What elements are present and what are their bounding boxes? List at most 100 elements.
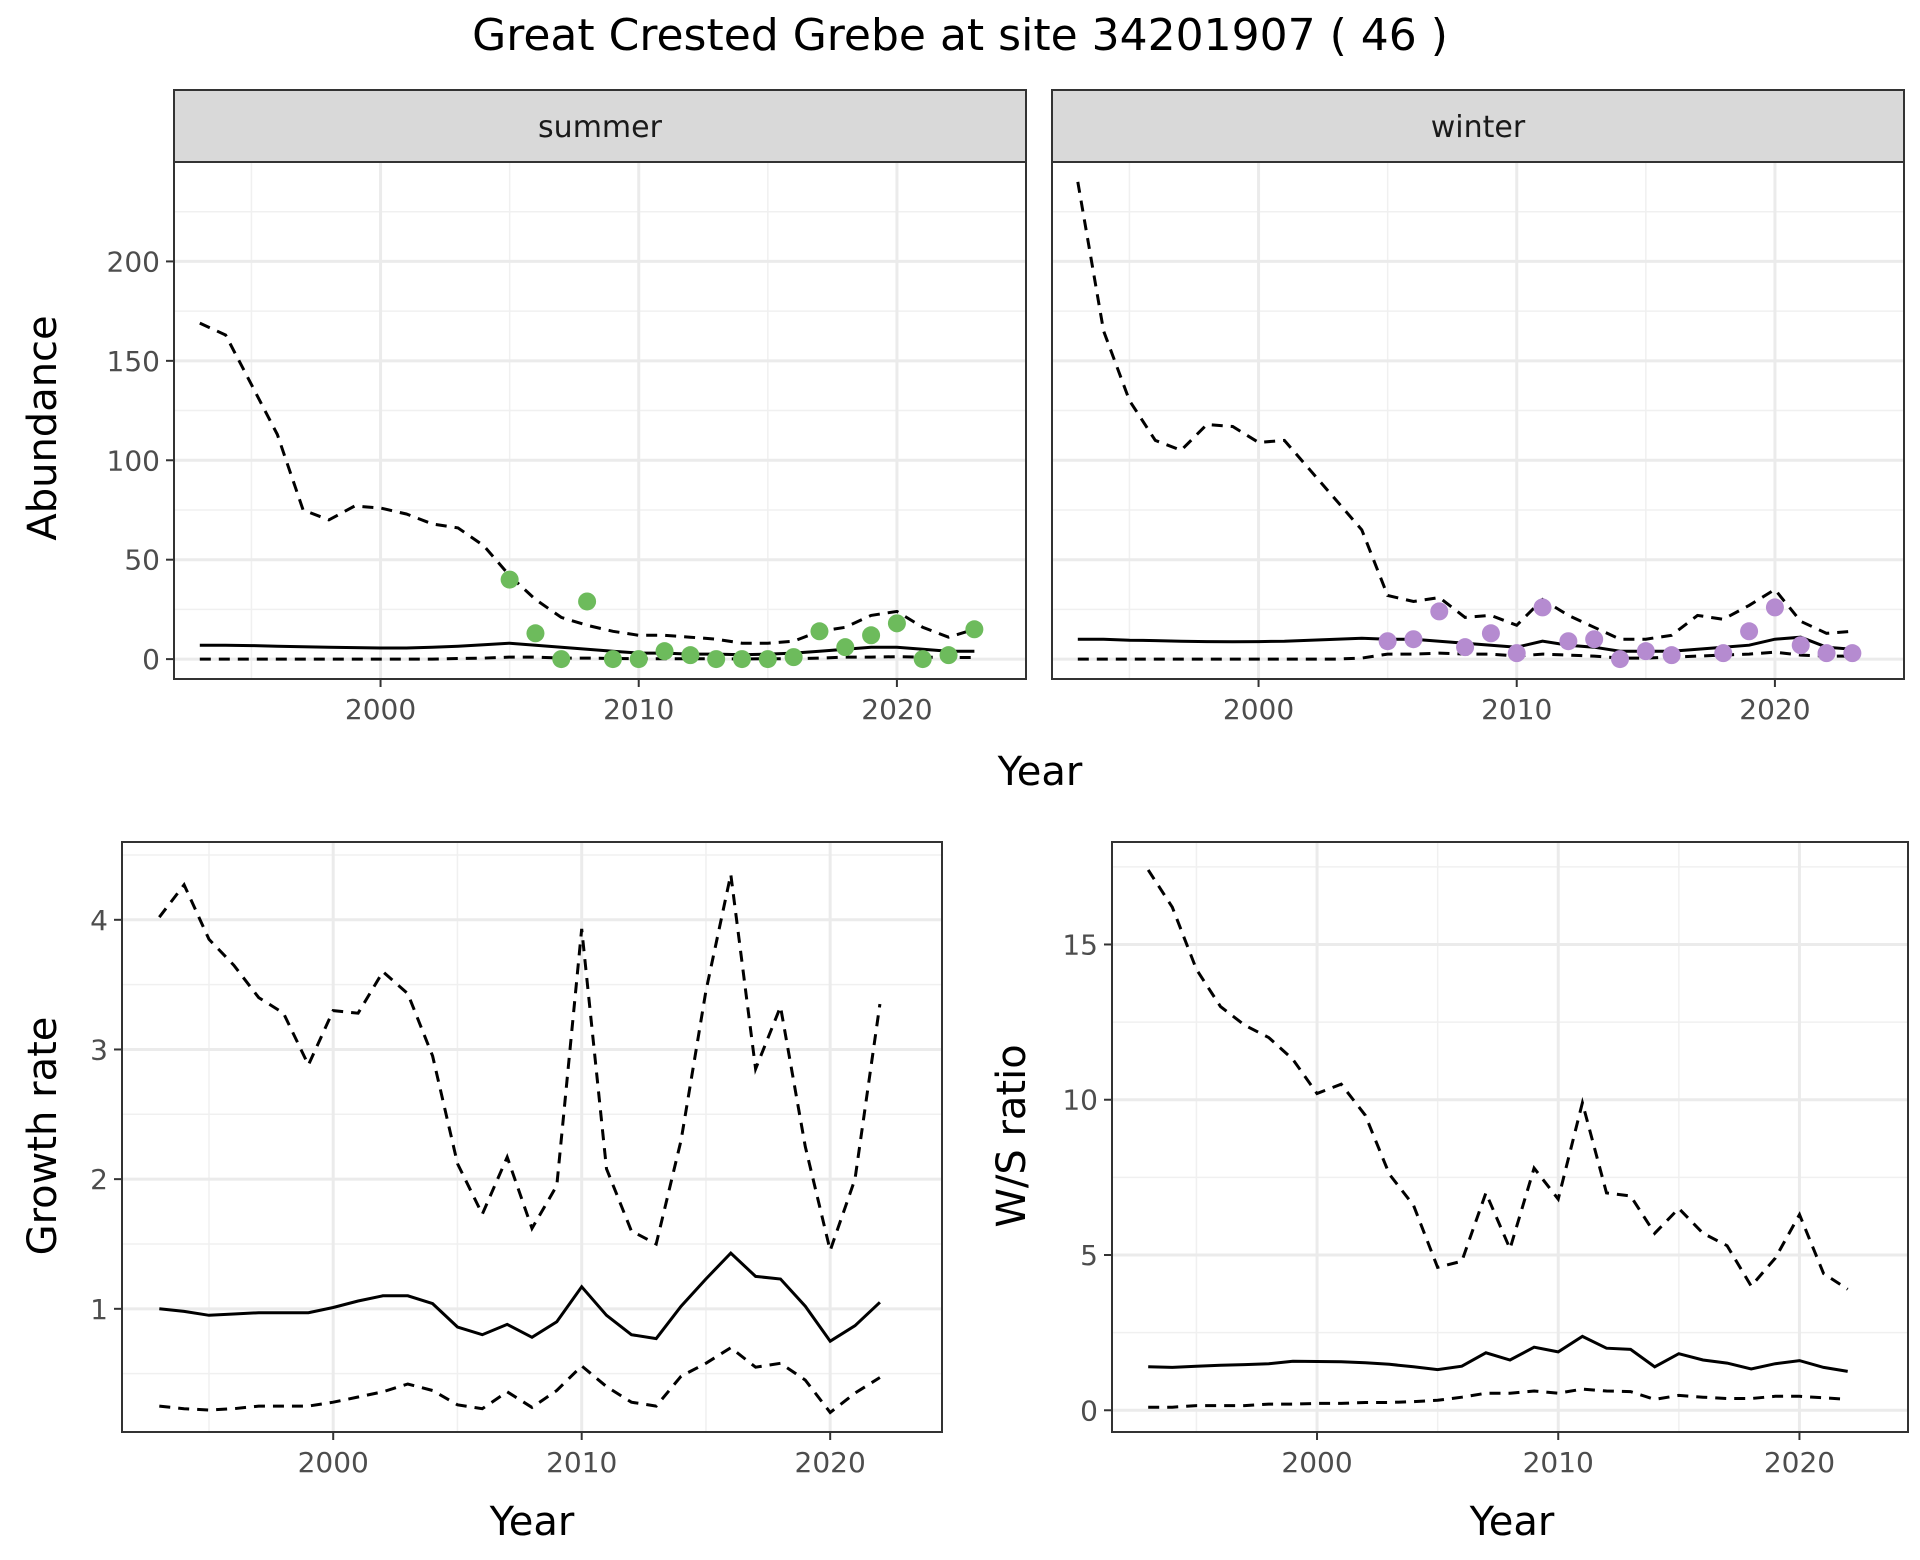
summer-observation-point [836, 638, 855, 657]
ws-plot-area: 2000 2010 2020 0 5 10 15 [1062, 841, 1909, 1479]
winter-observation-point [1636, 642, 1655, 661]
winter-observation-point [1378, 632, 1397, 651]
winter-observation-point [1765, 598, 1784, 617]
winter-panel-border [1051, 161, 1905, 680]
growth-y-tick-label: 1 [90, 1293, 108, 1326]
winter-observation-point [1611, 650, 1629, 669]
growth-plot-area: 2000 2010 2020 1 2 3 4 [90, 841, 943, 1479]
growth-panel-background [122, 842, 942, 1432]
summer-y-tick-label: 100 [107, 444, 160, 477]
growth-mean-line [159, 1250, 881, 1344]
growth-x-tick-label: 2010 [546, 1446, 617, 1479]
winter-observation-point [1507, 644, 1526, 663]
ws-x-tick-label: 2000 [1281, 1446, 1352, 1479]
ws-ratio-chart: 2000 2010 2020 0 5 10 15 Year W/S ratio [989, 841, 1909, 1545]
ws-y-tick-label: 5 [1080, 1239, 1098, 1272]
ws-y-tick-label: 10 [1062, 1084, 1098, 1117]
summer-y-tick-label: 50 [124, 544, 160, 577]
growth-rate-chart: 2000 2010 2020 1 2 3 4 Year Growth rate [20, 841, 943, 1545]
summer-x-tick-label: 2020 [861, 693, 932, 726]
summer-y-tick-label: 150 [107, 345, 160, 378]
growth-y-axis-title: Growth rate [20, 1017, 66, 1256]
ws-panel-background [1112, 842, 1908, 1432]
winter-strip [1051, 89, 1905, 163]
ws-y-axis-title: W/S ratio [989, 1044, 1035, 1227]
summer-strip-label: summer [538, 110, 663, 145]
winter-observation-point [1456, 638, 1475, 657]
summer-observation-point [887, 614, 906, 633]
summer-observation-point [500, 570, 519, 589]
winter-x-tick-label: 2010 [1481, 693, 1552, 726]
summer-observation-point [913, 650, 932, 669]
winter-observation-point [1817, 644, 1836, 663]
winter-observation-point [1559, 632, 1578, 651]
winter-observation-point [1404, 630, 1423, 649]
winter-observation-point [1481, 624, 1500, 643]
winter-observation-point [1791, 636, 1810, 655]
summer-observation-point [603, 650, 622, 669]
abundance-chart: summer 2000 2010 2020 0 50 100 150 200 winter 2… [20, 89, 1905, 795]
growth-lower-bound-line [159, 1345, 881, 1415]
winter-plot-area: 2000 2010 2020 [1051, 161, 1905, 726]
summer-observation-point [733, 650, 751, 669]
growth-y-tick-label: 3 [90, 1033, 108, 1066]
winter-strip-label: winter [1431, 110, 1526, 145]
summer-observation-point [707, 650, 726, 669]
summer-observation-point [655, 642, 674, 661]
summer-panel: summer 2000 2010 2020 0 50 100 150 200 [107, 89, 1027, 726]
ws-x-tick-label: 2020 [1764, 1446, 1835, 1479]
abundance-y-axis-title: Abundance [20, 315, 66, 540]
summer-plot-area: 2000 2010 2020 0 50 100 150 200 [107, 161, 1027, 726]
summer-observation-point [758, 650, 777, 669]
summer-panel-background [174, 162, 1026, 679]
summer-panel-border [173, 161, 1027, 680]
summer-observation-point [629, 650, 648, 669]
ws-x-axis-title: Year [1469, 1499, 1555, 1545]
growth-panel-border [121, 841, 943, 1433]
ws-upper-bound-line [1146, 869, 1849, 1291]
growth-x-tick-label: 2000 [298, 1446, 369, 1479]
ws-y-tick-label: 0 [1080, 1394, 1098, 1427]
growth-x-tick-label: 2020 [795, 1446, 866, 1479]
winter-observation-point [1843, 644, 1862, 663]
winter-observation-point [1533, 598, 1552, 617]
summer-observation-point [939, 646, 958, 665]
ws-lower-bound-line [1148, 1387, 1848, 1409]
summer-y-tick-label: 0 [142, 643, 160, 676]
summer-lower-bound-line [199, 655, 975, 661]
abundance-x-axis-title: Year [997, 749, 1083, 795]
summer-observation-point [578, 592, 597, 611]
summer-observation-point [526, 624, 545, 643]
winter-observation-point [1740, 622, 1759, 641]
growth-upper-bound-line [158, 874, 882, 1256]
figure-title: Great Crested Grebe at site 34201907 ( 4… [472, 10, 1448, 61]
summer-observation-point [810, 622, 829, 641]
growth-y-tick-label: 4 [90, 904, 108, 937]
summer-observation-point [552, 650, 571, 669]
summer-strip [173, 89, 1027, 163]
summer-x-tick-label: 2010 [603, 693, 674, 726]
ws-panel-border [1111, 841, 1909, 1433]
winter-panel-background [1052, 162, 1904, 679]
ws-mean-line [1148, 1334, 1848, 1373]
summer-x-tick-label: 2000 [345, 693, 416, 726]
summer-observation-point [862, 626, 881, 645]
winter-observation-point [1585, 630, 1604, 649]
winter-upper-bound-line [1076, 181, 1853, 641]
winter-observation-point [1662, 646, 1681, 665]
ws-x-tick-label: 2010 [1523, 1446, 1594, 1479]
growth-x-axis-title: Year [489, 1499, 575, 1545]
summer-observation-point [965, 620, 984, 639]
summer-observation-point [784, 648, 803, 667]
winter-observation-point [1430, 602, 1449, 621]
summer-upper-bound-line [199, 321, 975, 645]
growth-y-tick-label: 2 [90, 1163, 108, 1196]
winter-panel: winter 2000 2010 2020 [1051, 89, 1905, 726]
winter-observation-point [1714, 644, 1733, 663]
winter-x-tick-label: 2020 [1739, 693, 1810, 726]
summer-observation-point [681, 646, 700, 665]
summer-y-tick-label: 200 [107, 245, 160, 278]
winter-x-tick-label: 2000 [1223, 693, 1294, 726]
ws-y-tick-label: 15 [1062, 928, 1098, 961]
